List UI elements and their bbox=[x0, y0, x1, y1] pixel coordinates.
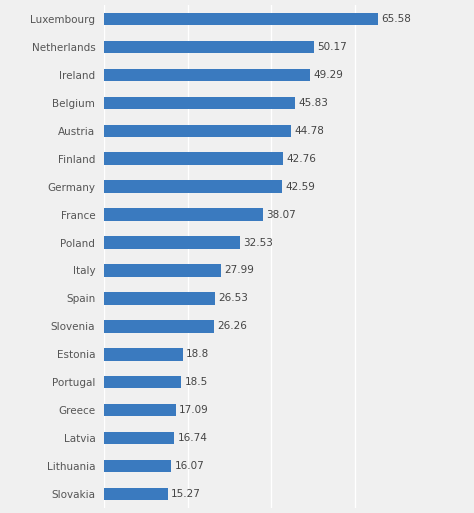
Text: 15.27: 15.27 bbox=[171, 489, 201, 499]
Bar bbox=[104, 181, 282, 193]
Bar bbox=[104, 125, 291, 137]
Text: 16.07: 16.07 bbox=[174, 461, 204, 471]
Bar bbox=[104, 460, 171, 472]
Text: 65.58: 65.58 bbox=[381, 14, 411, 24]
Bar bbox=[104, 376, 182, 388]
Bar bbox=[104, 292, 215, 305]
Text: 26.53: 26.53 bbox=[219, 293, 248, 303]
Text: 49.29: 49.29 bbox=[313, 70, 343, 80]
Text: 26.26: 26.26 bbox=[217, 321, 247, 331]
Bar bbox=[104, 264, 221, 277]
Bar bbox=[104, 96, 295, 109]
Bar bbox=[104, 488, 168, 500]
Bar bbox=[104, 69, 310, 81]
Text: 44.78: 44.78 bbox=[294, 126, 324, 136]
Bar bbox=[104, 320, 214, 332]
Bar bbox=[104, 152, 283, 165]
Text: 42.76: 42.76 bbox=[286, 154, 316, 164]
Bar bbox=[104, 41, 313, 53]
Bar bbox=[104, 432, 174, 444]
Bar bbox=[104, 404, 175, 417]
Bar bbox=[104, 348, 182, 361]
Bar bbox=[104, 208, 263, 221]
Text: 50.17: 50.17 bbox=[317, 42, 346, 52]
Text: 18.8: 18.8 bbox=[186, 349, 210, 359]
Text: 32.53: 32.53 bbox=[243, 238, 273, 248]
Bar bbox=[104, 13, 378, 25]
Text: 17.09: 17.09 bbox=[179, 405, 209, 415]
Text: 16.74: 16.74 bbox=[177, 433, 207, 443]
Text: 27.99: 27.99 bbox=[224, 265, 254, 275]
Text: 42.59: 42.59 bbox=[285, 182, 315, 192]
Text: 38.07: 38.07 bbox=[266, 210, 296, 220]
Text: 18.5: 18.5 bbox=[185, 377, 208, 387]
Bar bbox=[104, 236, 240, 249]
Text: 45.83: 45.83 bbox=[299, 98, 328, 108]
